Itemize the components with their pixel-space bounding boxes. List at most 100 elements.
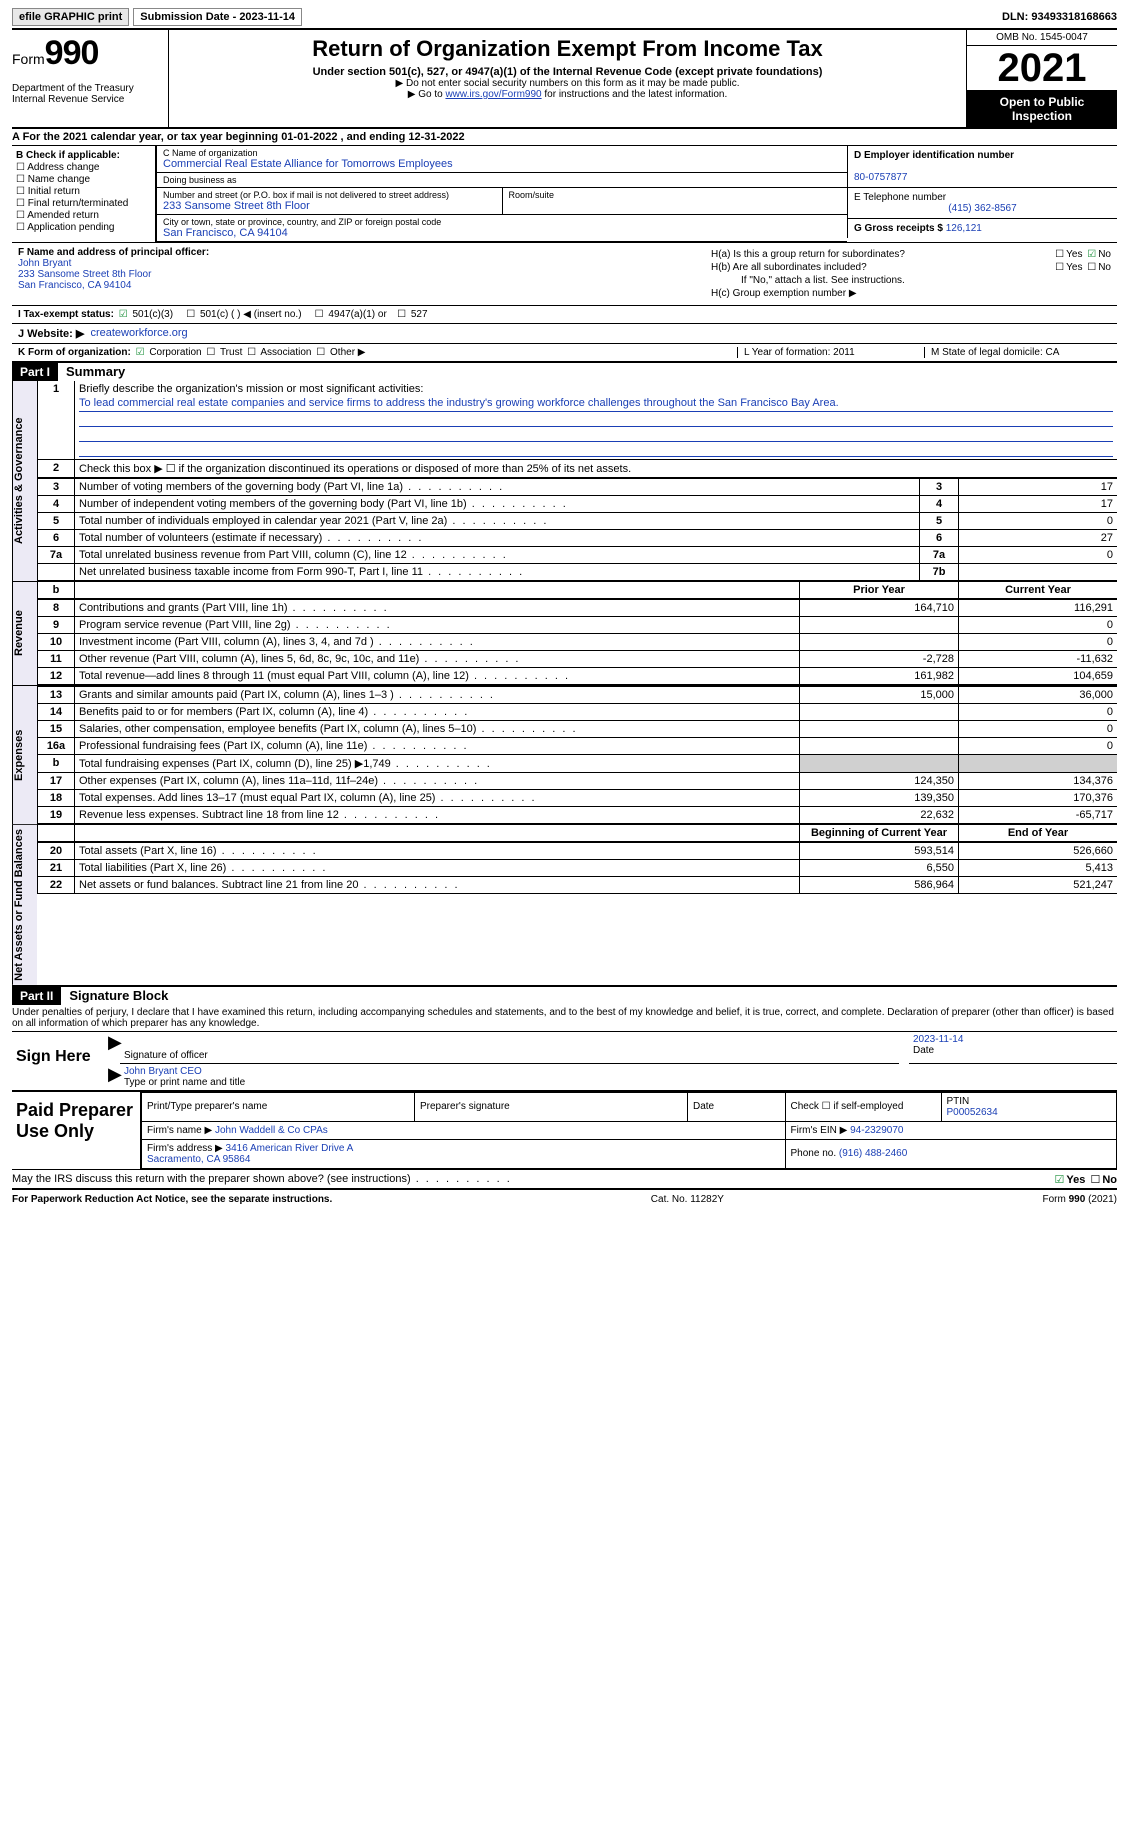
gross-receipts-value: 126,121	[946, 223, 982, 234]
sign-here-label: Sign Here	[12, 1032, 110, 1090]
self-employed-check[interactable]: Check ☐ if self-employed	[785, 1092, 941, 1121]
preparer-name-label: Print/Type preparer's name	[142, 1092, 415, 1121]
part1-header: Part ISummary	[12, 363, 1117, 381]
state-domicile: M State of legal domicile: CA	[924, 347, 1111, 358]
table-row: Other revenue (Part VIII, column (A), li…	[75, 651, 800, 668]
table-row: Other expenses (Part IX, column (A), lin…	[75, 773, 800, 790]
efile-print-button[interactable]: efile GRAPHIC print	[12, 8, 129, 26]
sig-name-label: Type or print name and title	[124, 1077, 245, 1088]
discuss-row: May the IRS discuss this return with the…	[12, 1170, 1117, 1190]
form-number: Form990	[12, 34, 162, 73]
table-row: Professional fundraising fees (Part IX, …	[75, 738, 800, 755]
form-subtitle: Under section 501(c), 527, or 4947(a)(1)…	[175, 66, 960, 78]
sig-name-value: John Bryant CEO	[124, 1066, 202, 1077]
h-b-note: If "No," attach a list. See instructions…	[711, 275, 1111, 286]
city-value: San Francisco, CA 94104	[163, 227, 841, 239]
table-row: Total revenue—add lines 8 through 11 (mu…	[75, 668, 800, 685]
i-501c[interactable]	[184, 309, 197, 320]
mission-label: Briefly describe the organization's miss…	[79, 383, 423, 395]
table-row: Total fundraising expenses (Part IX, col…	[75, 755, 800, 773]
table-row: Grants and similar amounts paid (Part IX…	[75, 687, 800, 704]
table-row: Total number of individuals employed in …	[75, 513, 920, 530]
chk-initial-return[interactable]: Initial return	[16, 186, 151, 197]
form-note2: Go to www.irs.gov/Form990 for instructio…	[175, 89, 960, 100]
col-beginning-year: Beginning of Current Year	[800, 825, 959, 842]
firm-ein: Firm's EIN ▶ 94-2329070	[785, 1121, 1117, 1139]
mission-text: To lead commercial real estate companies…	[79, 395, 1113, 412]
table-row: Benefits paid to or for members (Part IX…	[75, 704, 800, 721]
tax-year: 2021	[967, 46, 1117, 91]
form-title: Return of Organization Exempt From Incom…	[175, 36, 960, 62]
public-inspection: Open to Public Inspection	[967, 91, 1117, 127]
website-value: createworkforce.org	[90, 327, 187, 340]
table-row: Revenue less expenses. Subtract line 18 …	[75, 807, 800, 824]
preparer-sig-label: Preparer's signature	[415, 1092, 688, 1121]
chk-name-change[interactable]: Name change	[16, 174, 151, 185]
box-b-label: B Check if applicable:	[16, 150, 120, 161]
line-i: I Tax-exempt status: 501(c)(3) 501(c) ( …	[12, 306, 1117, 324]
paid-preparer-label: Paid Preparer Use Only	[12, 1092, 141, 1169]
i-527[interactable]	[395, 309, 408, 320]
table-row: Total assets (Part X, line 16)	[75, 843, 800, 860]
k-trust[interactable]	[204, 347, 217, 358]
k-assoc[interactable]	[245, 347, 258, 358]
firm-name: Firm's name ▶ John Waddell & Co CPAs	[142, 1121, 786, 1139]
irs-link[interactable]: www.irs.gov/Form990	[445, 89, 541, 100]
form-header: Form990 Department of the Treasury Inter…	[12, 30, 1117, 129]
ha-yes[interactable]	[1053, 249, 1066, 260]
revenue-block: Revenue b Prior Year Current Year 8Contr…	[12, 582, 1117, 686]
table-row: Total expenses. Add lines 13–17 (must eq…	[75, 790, 800, 807]
h-c: H(c) Group exemption number ▶	[711, 288, 1111, 299]
footer-mid: Cat. No. 11282Y	[651, 1194, 724, 1205]
table-row: Program service revenue (Part VIII, line…	[75, 617, 800, 634]
hb-no[interactable]	[1085, 262, 1098, 273]
discuss-yes[interactable]	[1053, 1174, 1067, 1186]
omb-number: OMB No. 1545-0047	[967, 30, 1117, 46]
vtab-activities: Activities & Governance	[12, 381, 37, 581]
firm-phone: Phone no. (916) 488-2460	[785, 1139, 1117, 1168]
officer-addr2: San Francisco, CA 94104	[18, 280, 131, 291]
expenses-block: Expenses 13Grants and similar amounts pa…	[12, 686, 1117, 825]
table-row: Investment income (Part VIII, column (A)…	[75, 634, 800, 651]
chk-address-change[interactable]: Address change	[16, 162, 151, 173]
officer-addr1: 233 Sansome Street 8th Floor	[18, 269, 151, 280]
discuss-no[interactable]	[1088, 1174, 1102, 1186]
dln: DLN: 93493318168663	[1002, 11, 1117, 23]
table-row: Total unrelated business revenue from Pa…	[75, 547, 920, 564]
page-footer: For Paperwork Reduction Act Notice, see …	[12, 1190, 1117, 1209]
i-501c3[interactable]	[117, 309, 130, 320]
line-j: J Website: ▶ createworkforce.org	[12, 324, 1117, 344]
street-label: Number and street (or P.O. box if mail i…	[163, 190, 496, 200]
chk-amended-return[interactable]: Amended return	[16, 210, 151, 221]
k-other[interactable]	[314, 347, 327, 358]
col-current-year: Current Year	[959, 582, 1118, 599]
vtab-netassets: Net Assets or Fund Balances	[12, 825, 37, 985]
footer-left: For Paperwork Reduction Act Notice, see …	[12, 1194, 332, 1205]
line-2: Check this box ▶ ☐ if the organization d…	[75, 460, 1118, 478]
perjury-declaration: Under penalties of perjury, I declare th…	[12, 1005, 1117, 1032]
col-prior-year: Prior Year	[800, 582, 959, 599]
col-end-year: End of Year	[959, 825, 1118, 842]
chk-final-return[interactable]: Final return/terminated	[16, 198, 151, 209]
phone-value: (415) 362-8567	[854, 203, 1111, 214]
line-k: K Form of organization: Corporation Trus…	[12, 344, 1117, 363]
section-b-to-g: B Check if applicable: Address change Na…	[12, 146, 1117, 243]
org-name: Commercial Real Estate Alliance for Tomo…	[163, 158, 841, 170]
i-4947[interactable]	[313, 309, 326, 320]
ha-no[interactable]	[1085, 249, 1098, 260]
line-a: A For the 2021 calendar year, or tax yea…	[12, 129, 1117, 146]
gross-receipts-label: G Gross receipts $	[854, 223, 943, 234]
chk-application-pending[interactable]: Application pending	[16, 222, 151, 233]
k-corp[interactable]	[134, 347, 147, 358]
officer-label: F Name and address of principal officer:	[18, 247, 209, 258]
vtab-expenses: Expenses	[12, 686, 37, 824]
table-row: Net unrelated business taxable income fr…	[75, 564, 920, 581]
table-row: Contributions and grants (Part VIII, lin…	[75, 600, 800, 617]
room-label: Room/suite	[509, 190, 842, 200]
preparer-date-label: Date	[688, 1092, 786, 1121]
org-name-label: C Name of organization	[163, 148, 841, 158]
topbar: efile GRAPHIC print Submission Date - 20…	[12, 8, 1117, 30]
paid-preparer-block: Paid Preparer Use Only Print/Type prepar…	[12, 1092, 1117, 1170]
hb-yes[interactable]	[1053, 262, 1066, 273]
sig-date-label: Date	[913, 1045, 934, 1056]
